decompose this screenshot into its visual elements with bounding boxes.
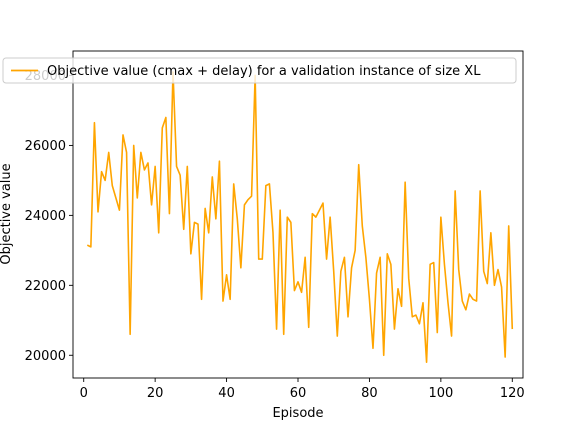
x-tick-label-120: 120: [500, 386, 525, 401]
y-tick-label-20000: 20000: [25, 349, 66, 364]
x-tick-label-20: 20: [147, 386, 164, 401]
x-tick-label-60: 60: [290, 386, 307, 401]
legend-label: Objective value (cmax + delay) for a val…: [47, 64, 481, 79]
y-tick-label-24000: 24000: [25, 209, 66, 224]
y-tick-label-26000: 26000: [25, 139, 66, 154]
x-tick-label-80: 80: [361, 386, 378, 401]
x-tick-label-100: 100: [428, 386, 453, 401]
x-tick-label-0: 0: [80, 386, 88, 401]
x-tick-label-40: 40: [218, 386, 235, 401]
y-tick-label-22000: 22000: [25, 279, 66, 294]
x-axis-label: Episode: [272, 406, 323, 421]
legend: Objective value (cmax + delay) for a val…: [3, 58, 516, 83]
y-axis-label: Objective value: [0, 163, 14, 264]
